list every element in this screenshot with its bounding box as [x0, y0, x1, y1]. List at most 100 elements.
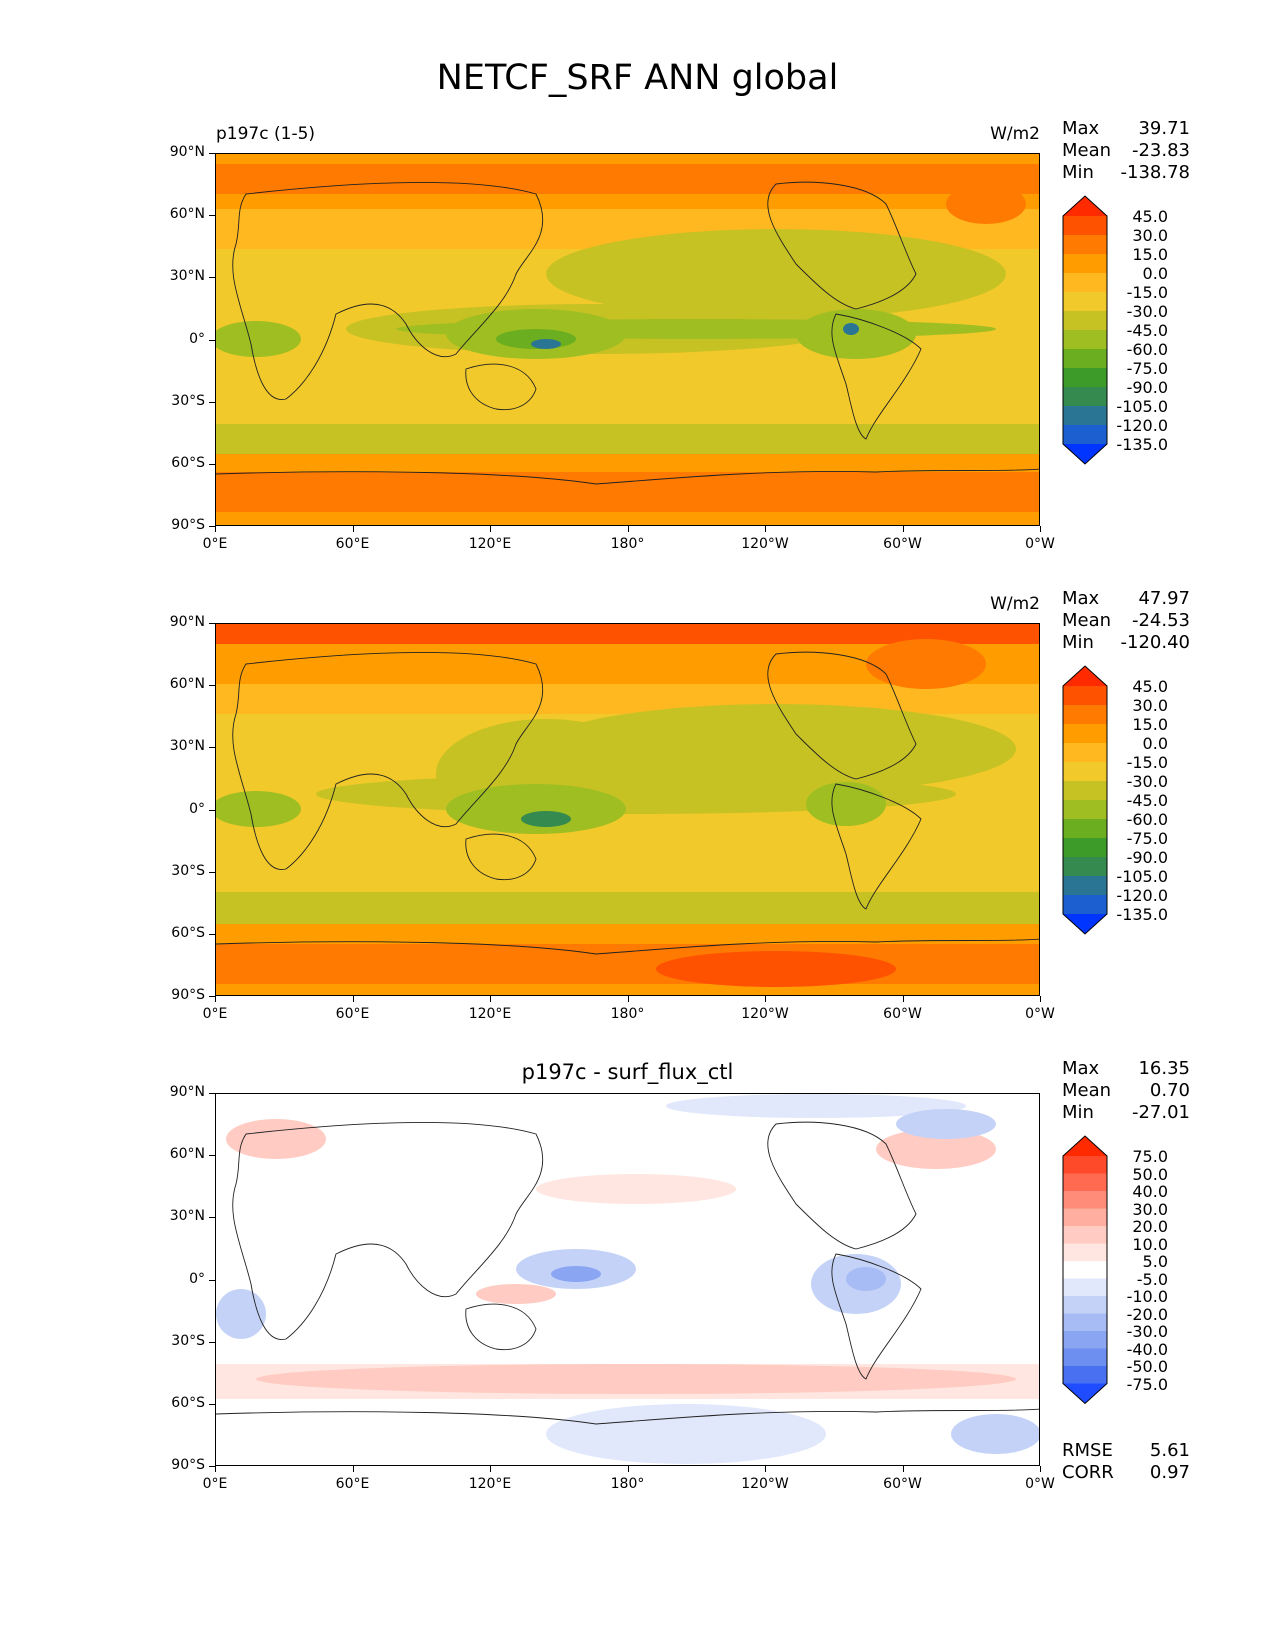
- colorbar-segment: [1063, 1331, 1107, 1349]
- panel-3-min: -27.01: [1131, 1102, 1190, 1123]
- colorbar-level-label: -75.0: [1126, 1374, 1168, 1394]
- panel-1-mean-label: Mean: [1062, 140, 1112, 161]
- colorbar-segment: [1063, 349, 1107, 369]
- colorbar-level-label: -120.0: [1116, 416, 1168, 435]
- panel-2-mean: -24.53: [1131, 610, 1190, 631]
- colorbar-level-label: 15.0: [1132, 245, 1168, 264]
- colorbar-level-label: -20.0: [1126, 1304, 1168, 1324]
- panel-1-min: -138.78: [1120, 162, 1190, 183]
- colorbar-segment: [1063, 1226, 1107, 1244]
- y-tick-mark: [209, 1155, 215, 1157]
- colorbar-level-label: 0.0: [1142, 264, 1168, 283]
- y-tick-mark: [209, 277, 215, 279]
- colorbar-graphic: [1062, 665, 1108, 935]
- corr-value: 0.97: [1149, 1462, 1190, 1483]
- x-tick-mark: [902, 1466, 904, 1472]
- colorbar-level-label: 45.0: [1132, 207, 1168, 226]
- colorbar-segment: [1063, 838, 1107, 858]
- colorbar-segment: [1063, 311, 1107, 331]
- panel-2-max-label: Max: [1062, 588, 1100, 609]
- y-tick-label: 90°S: [171, 987, 205, 1003]
- colorbar-segment: [1063, 1313, 1107, 1332]
- y-tick-mark: [209, 1341, 215, 1343]
- x-tick-label: 60°W: [883, 1006, 922, 1022]
- x-tick-mark: [352, 526, 354, 532]
- colorbar-level-label: 75.0: [1132, 1147, 1168, 1166]
- y-tick-label: 90°S: [171, 517, 205, 533]
- x-tick-mark: [490, 1466, 491, 1472]
- colorbar-level-label: 20.0: [1132, 1217, 1168, 1236]
- y-tick-label: 30°S: [171, 392, 205, 409]
- colorbar-segment: [1063, 705, 1107, 725]
- panel-1-colorbar: 45.0 30.0 15.0 0.0 -15.0 -30.0 -45.0 -60.0 -75.0…: [1062, 195, 1168, 469]
- x-tick-mark: [765, 996, 766, 1002]
- rmse-value: 5.61: [1149, 1440, 1190, 1461]
- x-tick-label: 180°: [610, 536, 645, 552]
- colorbar-outline: [1062, 665, 1108, 935]
- x-tick-mark: [627, 996, 629, 1002]
- y-tick-mark: [209, 809, 215, 811]
- colorbar-level-label: -30.0: [1126, 772, 1168, 791]
- y-tick-mark: [209, 871, 215, 873]
- colorbar-level-label: -135.0: [1116, 905, 1168, 924]
- x-tick-label: 60°W: [883, 1476, 922, 1492]
- colorbar-segment: [1063, 368, 1107, 388]
- y-tick-label: 30°N: [169, 738, 205, 755]
- y-tick-label: 30°S: [171, 862, 205, 879]
- colorbar-top-extension: [1063, 666, 1107, 686]
- colorbar-level-label: -15.0: [1126, 283, 1168, 302]
- colorbar-segment: [1063, 781, 1107, 801]
- x-tick-mark: [1040, 1466, 1041, 1472]
- colorbar-level-label: -105.0: [1116, 867, 1168, 886]
- colorbar-level-label: 30.0: [1132, 1199, 1168, 1219]
- panel-3-mean: 0.70: [1149, 1080, 1190, 1101]
- x-tick-label: 120°W: [741, 536, 789, 552]
- x-tick-mark: [490, 526, 491, 532]
- colorbar-segment: [1063, 762, 1107, 782]
- colorbar-level-label: -50.0: [1126, 1357, 1168, 1376]
- colorbar-segment: [1063, 857, 1107, 877]
- colorbar-level-label: -120.0: [1116, 886, 1168, 905]
- y-tick-mark: [209, 747, 215, 749]
- colorbar-bottom-extension: [1063, 444, 1107, 464]
- colorbar-segment: [1063, 1296, 1107, 1314]
- x-tick-label: 0°E: [202, 1006, 228, 1022]
- colorbar-segment: [1063, 216, 1107, 236]
- y-tick-mark: [209, 996, 215, 997]
- colorbar-level-label: -75.0: [1126, 359, 1168, 378]
- y-tick-mark: [209, 526, 215, 527]
- colorbar-level-label: 45.0: [1132, 677, 1168, 696]
- y-tick-mark: [209, 1217, 215, 1219]
- colorbar-segment: [1063, 1173, 1107, 1192]
- colorbar-segment: [1063, 743, 1107, 763]
- y-tick-label: 30°N: [169, 268, 205, 285]
- y-tick-mark: [209, 153, 215, 154]
- panel-3-min-label: Min: [1062, 1102, 1094, 1123]
- colorbar-level-label: -60.0: [1126, 810, 1168, 829]
- panel-1-left-title: p197c (1-5): [216, 124, 316, 144]
- y-tick-label: 90°S: [171, 1457, 205, 1473]
- y-tick-label: 60°S: [171, 1394, 205, 1411]
- y-tick-label: 60°S: [171, 924, 205, 941]
- y-tick-mark: [209, 623, 215, 624]
- x-tick-mark: [352, 996, 354, 1002]
- colorbar-segment: [1063, 1261, 1107, 1279]
- colorbar-level-label: -105.0: [1116, 397, 1168, 416]
- x-tick-mark: [902, 526, 904, 532]
- x-tick-mark: [1040, 996, 1041, 1002]
- colorbar-segment: [1063, 425, 1107, 445]
- colorbar-level-label: -30.0: [1126, 1322, 1168, 1341]
- panel-1-stats: Max 39.71 Mean -23.83 Min -138.78: [1062, 118, 1190, 184]
- rmse-label: RMSE: [1062, 1440, 1113, 1461]
- colorbar-level-label: -60.0: [1126, 340, 1168, 359]
- x-tick-label: 0°E: [202, 536, 228, 552]
- x-tick-label: 60°E: [335, 536, 370, 552]
- y-tick-label: 60°N: [169, 676, 205, 693]
- x-tick-mark: [215, 526, 216, 532]
- x-tick-label: 180°: [610, 1006, 645, 1022]
- y-tick-mark: [209, 1093, 215, 1094]
- y-tick-label: 0°: [189, 800, 205, 817]
- y-tick-mark: [209, 933, 215, 935]
- x-tick-label: 0°E: [202, 1476, 228, 1492]
- x-tick-label: 120°W: [741, 1006, 789, 1022]
